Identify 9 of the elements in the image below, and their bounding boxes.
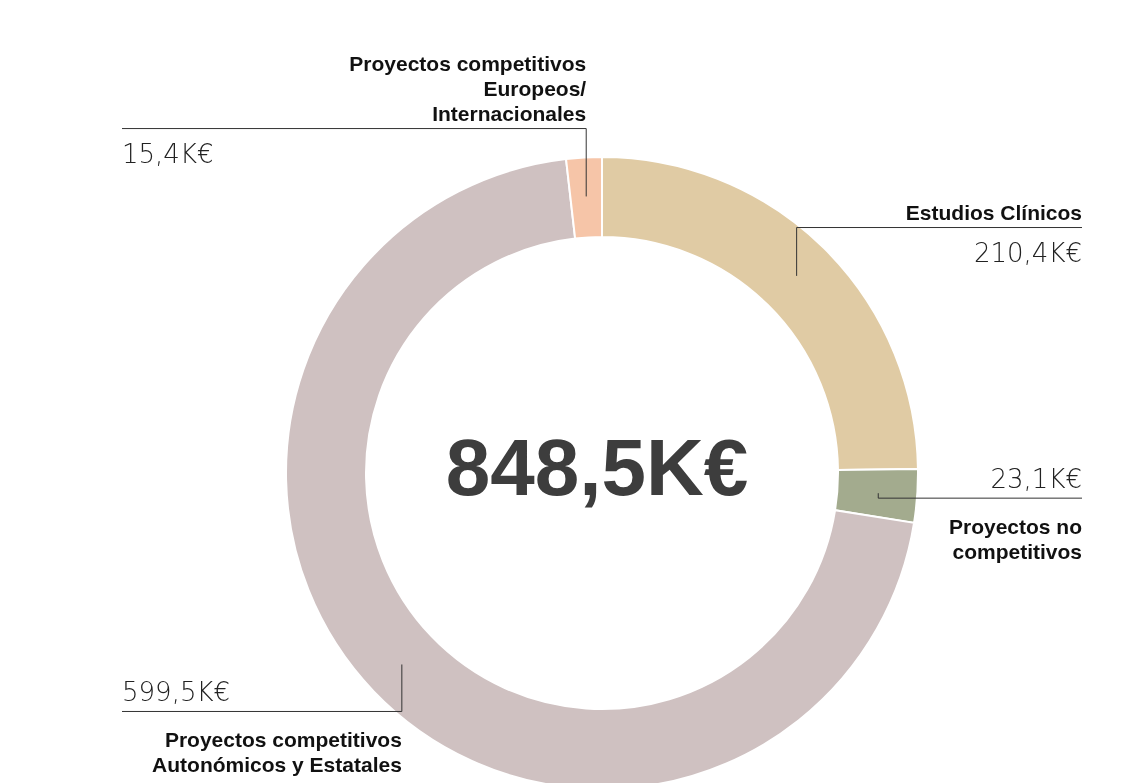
data-label: 15,4K€ [122, 138, 214, 169]
text: 848,5K€ [445, 423, 749, 512]
slice-label: Estudios Clínicos [905, 200, 1082, 224]
data-label: 210,4K€ [973, 237, 1082, 268]
slice-label: Proyectos no competitivos [948, 515, 1082, 564]
slice-label: Proyectos competitivos Autonómicos y Estatales [152, 728, 402, 777]
data-label: 23,1K€ [990, 464, 1082, 495]
data-label: 599,5K€ [122, 677, 231, 708]
slice-label: Proyectos competitivos Europeos/ Internacionales [349, 51, 587, 125]
